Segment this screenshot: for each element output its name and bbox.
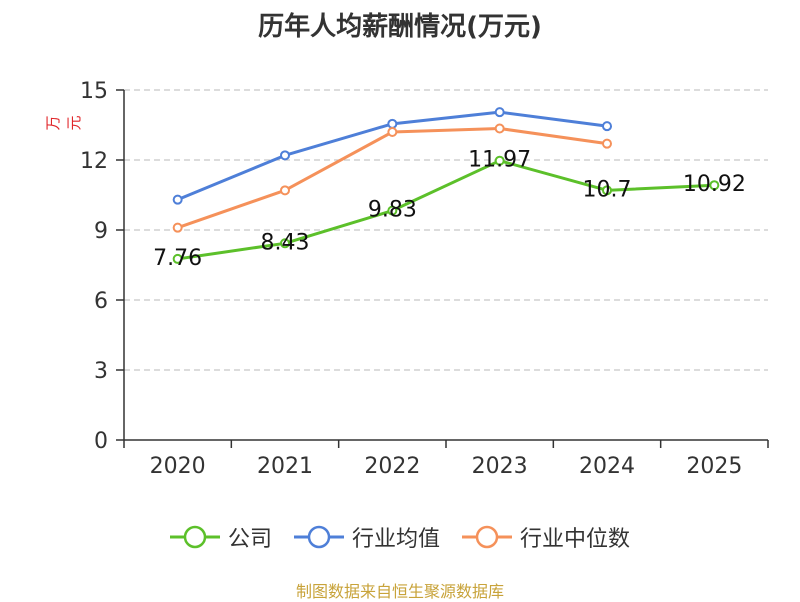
chart-legend: 公司 行业均值 行业中位数 xyxy=(0,520,800,554)
data-point-2 xyxy=(387,127,398,137)
x-tick-label: 2021 xyxy=(257,454,313,479)
legend-label: 公司 xyxy=(227,527,272,552)
data-source-note: 制图数据来自恒生聚源数据库 xyxy=(295,582,504,601)
data-point-0 xyxy=(280,238,290,249)
data-point-2 xyxy=(494,123,505,134)
legend-label: 行业均值 xyxy=(351,527,440,552)
data-point-0 xyxy=(709,180,720,191)
x-tick-label: 2020 xyxy=(150,454,206,479)
y-tick-label: 12 xyxy=(80,149,108,174)
series-line-0 xyxy=(177,159,715,261)
y-tick-label: 15 xyxy=(80,79,108,104)
x-tick-label: 2025 xyxy=(686,454,742,479)
legend-marker-icon xyxy=(293,525,344,549)
data-point-1 xyxy=(387,118,398,129)
x-tick-label: 2022 xyxy=(364,454,420,479)
data-label: 10.92 xyxy=(683,172,746,197)
data-point-2 xyxy=(602,138,612,149)
data-point-1 xyxy=(602,121,612,132)
y-tick-label: 0 xyxy=(94,429,108,454)
x-tick-label: 2023 xyxy=(472,454,528,479)
legend-marker-icon xyxy=(462,525,512,549)
legend-item-0[interactable]: 公司 xyxy=(169,521,272,553)
chart-title: 历年人均薪酬情况(万元) xyxy=(258,12,542,42)
data-label: 9.83 xyxy=(368,198,417,223)
legend-item-1[interactable]: 行业均值 xyxy=(293,521,440,553)
legend-label: 行业中位数 xyxy=(520,527,631,552)
legend-marker-icon xyxy=(169,525,220,549)
data-point-2 xyxy=(172,222,183,233)
data-point-0 xyxy=(494,155,505,166)
x-tick-label: 2024 xyxy=(579,454,635,479)
data-label: 8.43 xyxy=(261,230,310,255)
data-label: 7.76 xyxy=(153,246,202,271)
y-tick-label: 3 xyxy=(94,359,108,384)
data-label: 11.97 xyxy=(468,148,531,173)
y-tick-label: 9 xyxy=(94,219,108,244)
data-point-1 xyxy=(172,194,183,205)
y-tick-label: 6 xyxy=(94,289,108,314)
data-label: 10.7 xyxy=(583,177,632,202)
data-point-0 xyxy=(602,185,612,196)
data-point-2 xyxy=(280,185,290,196)
data-point-0 xyxy=(387,205,398,216)
data-point-1 xyxy=(494,107,505,118)
data-point-1 xyxy=(280,150,290,161)
data-point-0 xyxy=(172,253,183,264)
legend-item-2[interactable]: 行业中位数 xyxy=(462,521,630,553)
